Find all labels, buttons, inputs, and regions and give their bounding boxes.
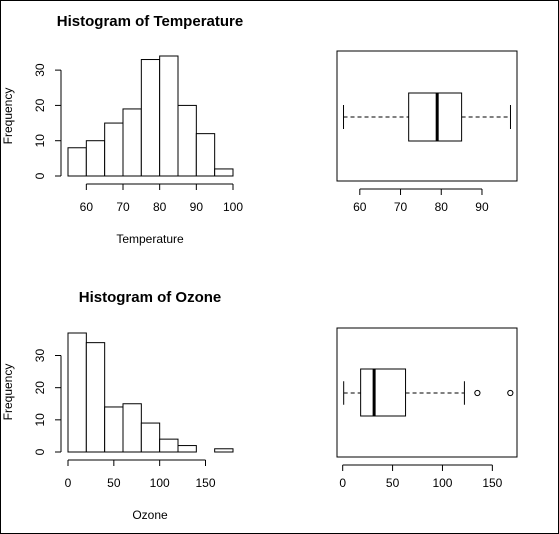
boxplot-frame [336,50,518,182]
x-tick-label: 150 [482,476,502,490]
boxplot-frame [336,327,518,458]
x-tick-label: 60 [80,200,94,214]
histogram-bar [104,406,124,453]
histogram-bar [177,104,197,177]
x-tick-label: 100 [150,476,170,490]
x-tick-label: 100 [432,476,452,490]
y-axis-label: Frequency [1,88,15,145]
x-tick-label: 100 [223,200,243,214]
boxplot-box [360,368,407,417]
y-tick-label: 0 [33,448,47,455]
histogram-bar [85,342,106,453]
histogram-bar [140,422,161,453]
x-tick-label: 90 [475,200,489,214]
x-tick-label: 80 [435,200,449,214]
x-tick-label: 70 [116,200,130,214]
x-tick-label: 50 [107,476,121,490]
histogram-bar [195,133,216,177]
histogram-bar [159,55,179,177]
x-axis-label: Ozone [132,508,168,522]
y-tick-label: 20 [33,98,47,112]
x-tick-label: 50 [386,476,400,490]
boxplot-outlier [474,389,481,397]
chart-title: Histogram of Temperature [57,13,243,30]
boxplot-box [408,92,463,142]
histogram-bar [159,438,179,453]
y-tick-label: 10 [33,413,47,427]
x-axis-label: Temperature [116,232,184,246]
histogram-bar [67,147,87,177]
boxplot-outlier [507,389,514,397]
histogram-bar [67,332,87,453]
y-tick-label: 20 [33,381,47,395]
x-tick-label: 90 [190,200,204,214]
x-tick-label: 60 [353,200,367,214]
histogram-bar [177,445,197,453]
x-tick-label: 80 [153,200,167,214]
x-tick-label: 150 [195,476,215,490]
histogram-bar [122,403,142,453]
chart-title: Histogram of Ozone [79,289,222,306]
y-tick-label: 30 [33,63,47,77]
histogram-bar [214,448,234,453]
y-tick-label: 30 [33,349,47,363]
histogram-bar [122,108,142,177]
histogram-bar [85,140,106,177]
histogram-bar [140,59,161,177]
y-tick-label: 10 [33,134,47,148]
y-axis-label: Frequency [1,364,15,421]
y-tick-label: 0 [33,172,47,179]
x-tick-label: 70 [394,200,408,214]
histogram-bar [104,122,124,177]
histogram-bar [214,168,234,177]
x-tick-label: 0 [339,476,346,490]
x-tick-label: 0 [65,476,72,490]
